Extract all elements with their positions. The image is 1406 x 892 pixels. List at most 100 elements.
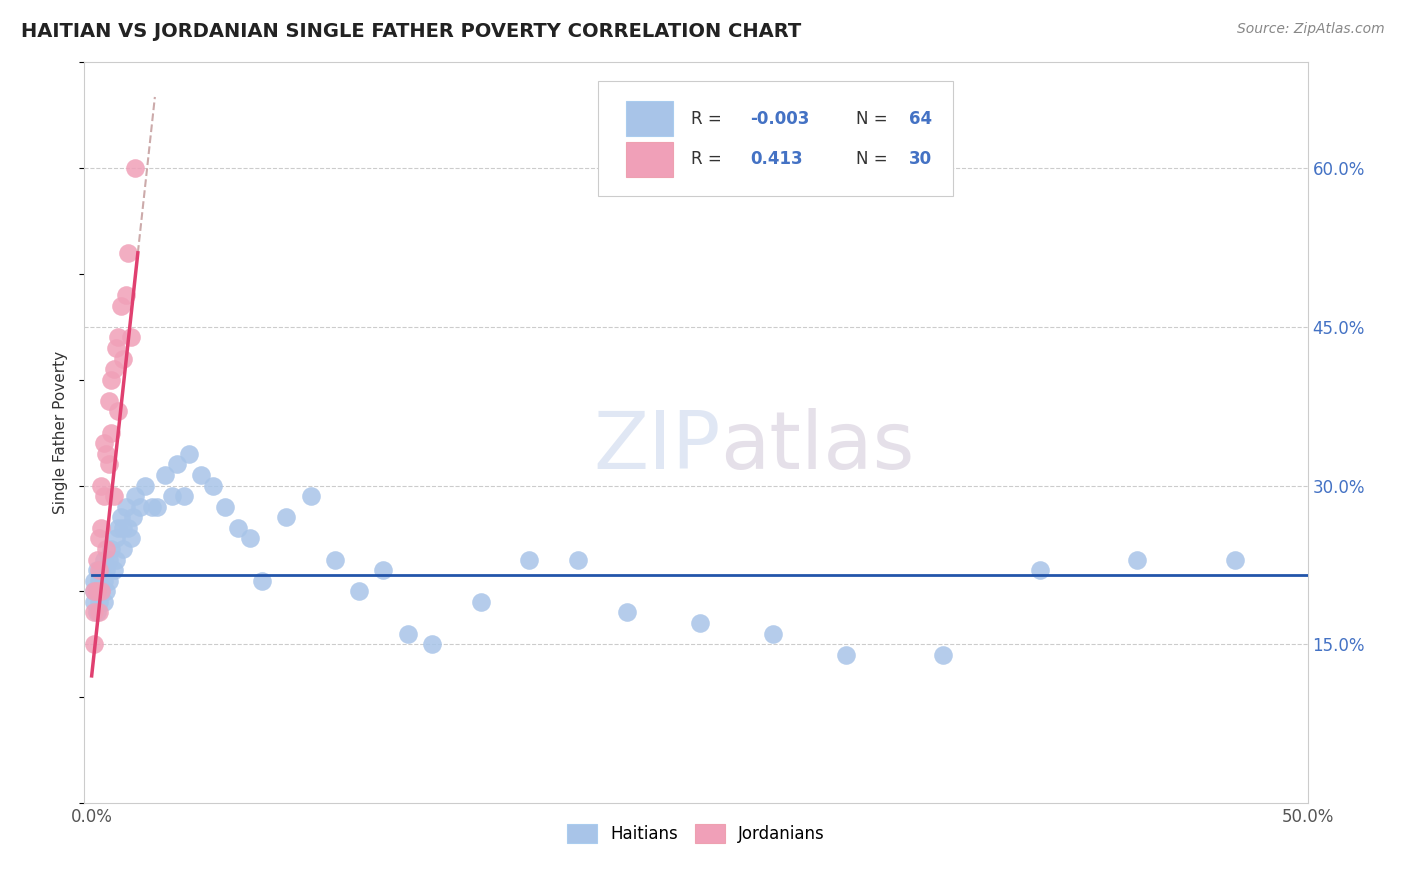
Point xyxy=(250,574,273,588)
Point xyxy=(93,552,115,566)
Point xyxy=(110,510,132,524)
Text: HAITIAN VS JORDANIAN SINGLE FATHER POVERTY CORRELATION CHART: HAITIAN VS JORDANIAN SINGLE FATHER POVER… xyxy=(21,22,801,41)
Point xyxy=(104,552,127,566)
Point xyxy=(90,563,112,577)
Point xyxy=(100,373,122,387)
Text: N =: N = xyxy=(856,110,893,128)
Point xyxy=(90,584,112,599)
Point xyxy=(83,584,105,599)
Point xyxy=(107,521,129,535)
Point xyxy=(120,330,142,344)
Point xyxy=(160,489,183,503)
Point xyxy=(86,552,108,566)
Point xyxy=(202,478,225,492)
Text: Source: ZipAtlas.com: Source: ZipAtlas.com xyxy=(1237,22,1385,37)
Point xyxy=(96,541,118,556)
Point xyxy=(120,532,142,546)
Point xyxy=(1126,552,1149,566)
Text: 0.413: 0.413 xyxy=(749,151,803,169)
Point xyxy=(83,584,105,599)
Point xyxy=(124,489,146,503)
Point xyxy=(117,521,139,535)
Point xyxy=(689,615,711,630)
Point xyxy=(96,584,118,599)
Legend: Haitians, Jordanians: Haitians, Jordanians xyxy=(561,817,831,850)
Point xyxy=(114,500,136,514)
Point xyxy=(97,458,120,472)
Text: ZIP: ZIP xyxy=(593,409,720,486)
Point xyxy=(112,521,135,535)
Point xyxy=(1029,563,1052,577)
Point xyxy=(93,574,115,588)
Point xyxy=(86,584,108,599)
Point xyxy=(97,574,120,588)
Point xyxy=(86,584,108,599)
Point xyxy=(834,648,856,662)
Point xyxy=(110,299,132,313)
Point xyxy=(932,648,955,662)
Text: atlas: atlas xyxy=(720,409,915,486)
Point xyxy=(97,393,120,408)
Point xyxy=(103,563,125,577)
Y-axis label: Single Father Poverty: Single Father Poverty xyxy=(53,351,69,514)
Point xyxy=(177,447,200,461)
Point xyxy=(87,584,110,599)
Point xyxy=(124,161,146,176)
Point xyxy=(86,606,108,620)
Point xyxy=(93,436,115,450)
Point xyxy=(470,595,492,609)
Point xyxy=(373,563,395,577)
Point xyxy=(107,330,129,344)
Point xyxy=(107,404,129,418)
FancyBboxPatch shape xyxy=(626,142,672,178)
Point xyxy=(103,489,125,503)
Text: -0.003: -0.003 xyxy=(749,110,810,128)
Point xyxy=(134,478,156,492)
Point xyxy=(87,563,110,577)
Point xyxy=(129,500,152,514)
Point xyxy=(90,521,112,535)
Text: 64: 64 xyxy=(908,110,932,128)
Point xyxy=(90,478,112,492)
Point xyxy=(347,584,370,599)
Point xyxy=(93,489,115,503)
Point xyxy=(104,532,127,546)
Point xyxy=(87,574,110,588)
Point xyxy=(214,500,236,514)
Point xyxy=(420,637,443,651)
FancyBboxPatch shape xyxy=(598,81,953,195)
Point xyxy=(103,362,125,376)
Point xyxy=(239,532,262,546)
Point xyxy=(83,606,105,620)
Point xyxy=(90,584,112,599)
Point xyxy=(166,458,188,472)
Point xyxy=(93,595,115,609)
Text: 30: 30 xyxy=(908,151,932,169)
Point xyxy=(519,552,541,566)
Point xyxy=(226,521,249,535)
Point xyxy=(153,467,176,482)
Point xyxy=(141,500,163,514)
FancyBboxPatch shape xyxy=(626,101,672,136)
Point xyxy=(761,626,783,640)
Text: R =: R = xyxy=(692,110,727,128)
Point xyxy=(96,563,118,577)
Point xyxy=(112,541,135,556)
Text: R =: R = xyxy=(692,151,733,169)
Point xyxy=(190,467,212,482)
Point xyxy=(100,541,122,556)
Point xyxy=(173,489,195,503)
Point xyxy=(96,447,118,461)
Point xyxy=(117,245,139,260)
Point xyxy=(86,563,108,577)
Point xyxy=(100,425,122,440)
Point xyxy=(87,606,110,620)
Point xyxy=(396,626,419,640)
Text: N =: N = xyxy=(856,151,893,169)
Point xyxy=(87,595,110,609)
Point xyxy=(104,341,127,355)
Point xyxy=(97,552,120,566)
Point xyxy=(276,510,298,524)
Point xyxy=(616,606,638,620)
Point xyxy=(83,574,105,588)
